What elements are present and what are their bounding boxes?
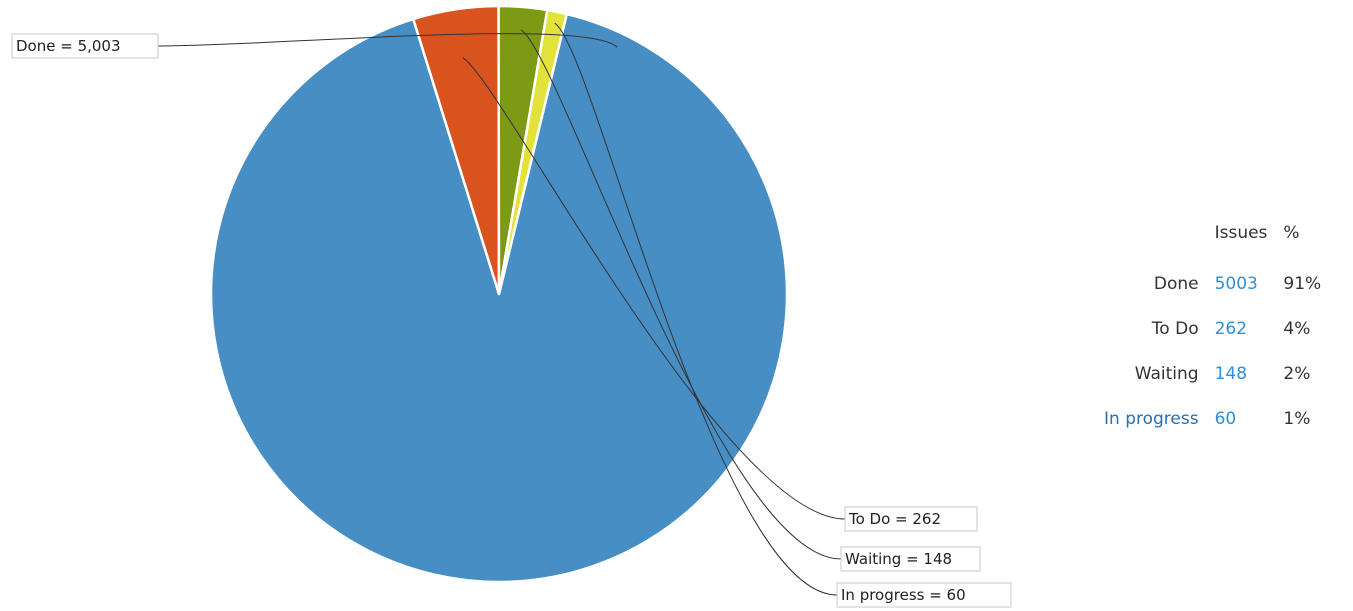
callout-box [844,506,978,532]
table-row-in-progress: In progress 60 1% [1098,396,1331,441]
status-cell: Waiting [1134,363,1199,384]
header-percent: % [1283,223,1300,243]
status-cell: In progress [1104,408,1199,429]
pie-chart: Done = 5,003 To Do = 262 Waiting = 148 In p… [11,4,1012,608]
issues-link-waiting[interactable]: 148 [1214,363,1248,384]
pie-slices [209,4,789,584]
callout-label: In progress = 60 [841,586,966,604]
header-status [1098,223,1209,261]
table-row-todo: To Do 262 4% [1098,306,1331,351]
status-cell: Done [1153,273,1199,294]
callout-leader-line [157,33,618,48]
pie-callouts: Done = 5,003 To Do = 262 Waiting = 148 In p… [11,22,1012,608]
percent-cell: 2% [1283,363,1311,384]
percent-cell: 1% [1283,408,1311,429]
percent-cell: 91% [1283,273,1322,294]
issues-link-in-progress[interactable]: 60 [1214,408,1237,429]
callout-leader-line [520,29,842,560]
status-summary-table: Issues % Done 5003 91% To Do 262 4% Wait… [1098,223,1331,441]
callout-label: To Do = 262 [848,510,941,528]
callout-box [836,582,1012,608]
header-issues: Issues [1214,223,1268,243]
table-header-row: Issues % [1098,223,1331,261]
issues-link-done[interactable]: 5003 [1214,273,1258,294]
count-cell: 262 [1209,306,1278,351]
count-cell: 60 [1209,396,1278,441]
callout-label: Waiting = 148 [845,550,952,568]
pie-slice-in-progress[interactable] [497,8,568,296]
callout-box [840,546,981,572]
callout-leader-line [462,57,846,520]
table-row-done: Done 5003 91% [1098,261,1331,306]
callout-label: Done = 5,003 [16,37,121,55]
issues-link-todo[interactable]: 262 [1214,318,1248,339]
percent-cell: 4% [1283,318,1311,339]
callout-box [11,33,159,59]
callout-leader-line [554,22,838,596]
pie-slice-done[interactable] [209,12,789,584]
count-cell: 5003 [1209,261,1278,306]
table-row-waiting: Waiting 148 2% [1098,351,1331,396]
count-cell: 148 [1209,351,1278,396]
status-cell: To Do [1151,318,1199,339]
